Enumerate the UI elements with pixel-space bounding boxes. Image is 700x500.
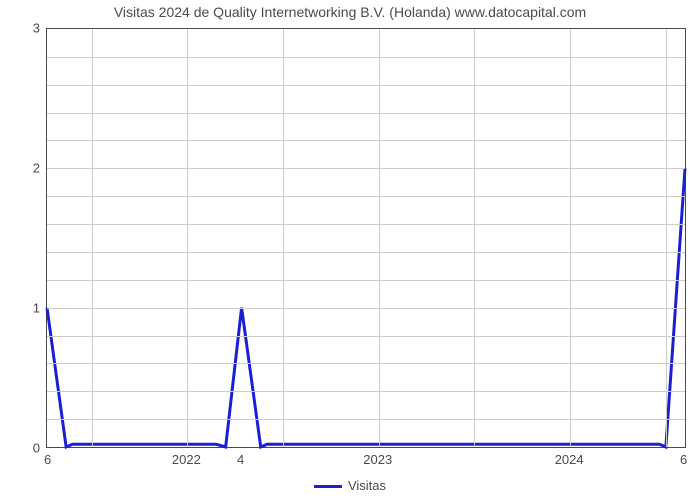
grid-h — [47, 308, 685, 309]
grid-h — [47, 252, 685, 253]
chart-container: Visitas 2024 de Quality Internetworking … — [0, 0, 700, 500]
ytick-3: 3 — [10, 21, 40, 36]
grid-h — [47, 85, 685, 86]
plot-area — [46, 28, 686, 448]
xtick-2024: 2024 — [555, 452, 584, 467]
xtick-2022: 2022 — [172, 452, 201, 467]
grid-v — [283, 29, 284, 447]
grid-h — [47, 168, 685, 169]
grid-h — [47, 391, 685, 392]
grid-h — [47, 113, 685, 114]
grid-h — [47, 224, 685, 225]
ytick-2: 2 — [10, 161, 40, 176]
grid-v — [187, 29, 188, 447]
corner-right-num: 6 — [680, 452, 687, 467]
series-line — [47, 29, 685, 447]
grid-v — [92, 29, 93, 447]
xtick-2023: 2023 — [363, 452, 392, 467]
grid-h — [47, 57, 685, 58]
grid-v — [379, 29, 380, 447]
xtick-extra-4: 4 — [237, 452, 244, 467]
grid-h — [47, 419, 685, 420]
grid-v — [570, 29, 571, 447]
corner-left-num: 6 — [44, 452, 51, 467]
grid-v — [666, 29, 667, 447]
chart-title: Visitas 2024 de Quality Internetworking … — [0, 4, 700, 20]
grid-h — [47, 140, 685, 141]
grid-h — [47, 363, 685, 364]
legend-label: Visitas — [348, 478, 386, 493]
grid-v — [474, 29, 475, 447]
legend: Visitas — [0, 478, 700, 493]
grid-h — [47, 196, 685, 197]
legend-swatch — [314, 485, 342, 488]
grid-h — [47, 280, 685, 281]
grid-h — [47, 336, 685, 337]
ytick-1: 1 — [10, 301, 40, 316]
ytick-0: 0 — [10, 441, 40, 456]
